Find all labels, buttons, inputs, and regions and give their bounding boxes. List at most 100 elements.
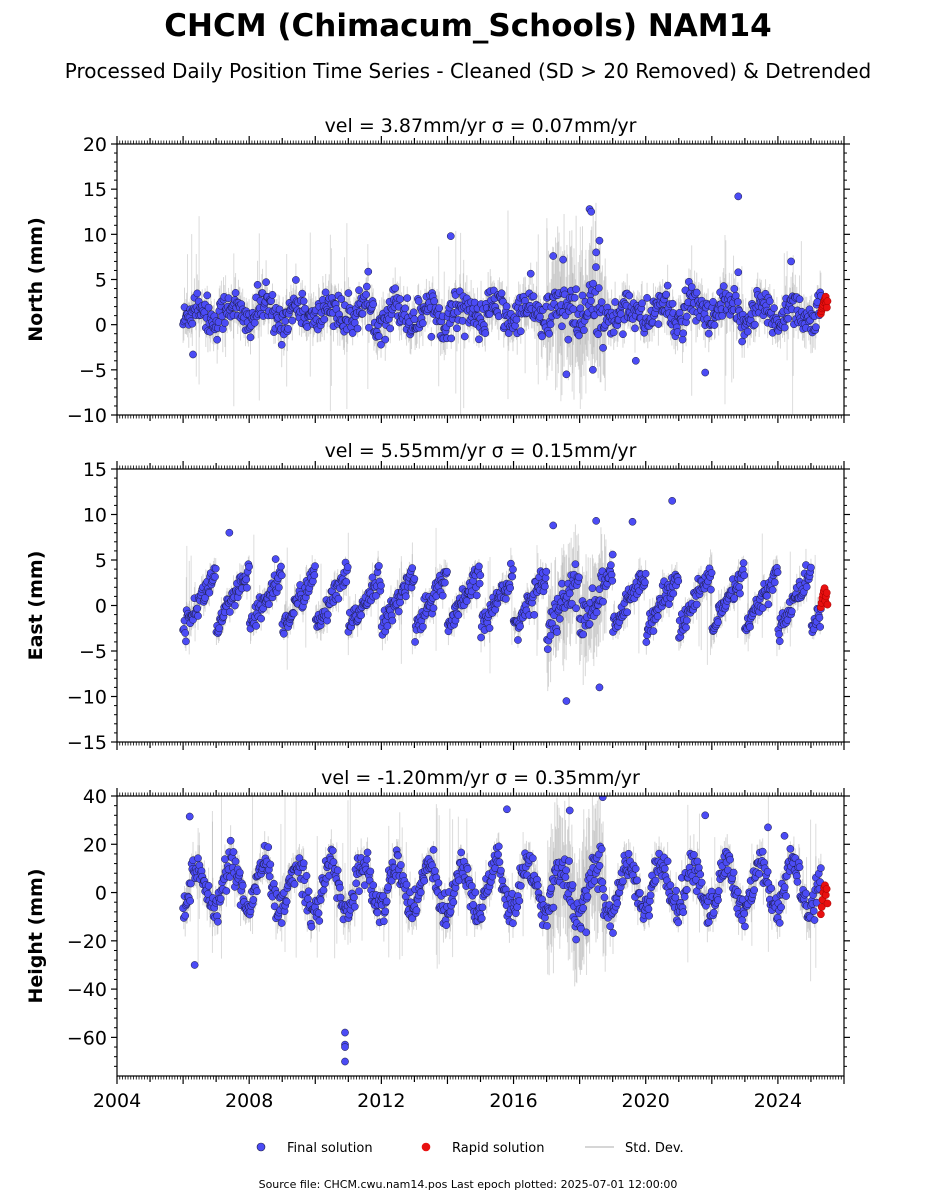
final-solution-point [623,608,632,617]
final-solution-point [193,604,202,613]
final-solution-point [265,600,273,609]
rapid-solution-point [822,588,831,597]
final-solution-point [812,323,820,332]
final-solution-outlier [734,192,743,201]
figure-subtitle: Processed Daily Position Time Series - C… [65,59,871,83]
final-solution-point [388,616,397,625]
panel-title-north: vel = 3.87mm/yr σ = 0.07mm/yr [325,115,637,137]
final-solution-point [714,618,722,627]
final-solution-point [430,297,439,305]
final-solution-point [545,329,554,338]
final-solution-point [526,269,535,278]
final-solution-point [780,323,789,332]
final-solution-point [638,299,646,308]
final-solution-point [369,300,378,309]
final-solution-point [768,586,777,594]
final-solution-point [587,296,595,305]
final-solution-point [193,289,202,298]
final-solution-point [364,267,373,276]
final-solution-point [599,343,607,352]
final-solution-point [710,321,719,329]
final-solution-point [730,594,739,602]
final-solution-outlier [628,517,637,526]
final-solution-point [485,624,494,632]
final-solution-point [609,328,618,337]
final-solution-outlier [271,555,280,563]
final-solution-point [529,292,538,301]
final-solution-point [438,591,447,600]
final-solution-outlier [587,207,596,216]
final-solution-point [616,310,625,318]
final-solution-point [599,597,607,606]
final-solution-point [348,329,357,337]
y-axis-label-east: East (mm) [25,551,47,661]
final-solution-point [555,615,564,623]
final-solution-point [288,316,297,325]
final-solution-point [419,319,427,328]
y-tick-label: 15 [83,459,107,481]
final-solution-outlier [701,368,710,377]
final-solution-point [203,291,212,300]
panels: −10 −5 0 5 10 15 20 vel = 3.87mm/yr σ = 0.07mm/… [25,115,850,1112]
final-solution-point [429,604,438,612]
final-solution-point [257,614,265,623]
final-solution-point [592,608,601,617]
final-solution-point [784,314,793,323]
final-solution-point [546,631,555,640]
final-solution-outlier [595,683,604,692]
final-solution-point [408,564,417,572]
final-solution-point [592,263,600,271]
final-solution-point [375,562,383,570]
final-solution-point [682,312,691,321]
final-solution-point [268,291,277,299]
figure-title: CHCM (Chimacum_Schools) NAM14 [164,8,772,44]
final-solution-point [231,289,240,297]
final-solution-point [765,297,774,306]
final-solution-point [692,288,701,297]
final-solution-point [298,289,307,298]
final-solution-point [494,312,503,321]
final-solution-outlier [592,248,601,257]
y-tick-label: 15 [83,179,107,201]
final-solution-outlier [595,236,604,245]
final-solution-point [815,613,824,622]
final-solution-point [649,627,658,635]
final-solution-outlier [189,350,197,359]
final-solution-point [284,324,292,333]
final-solution-point [353,324,362,333]
final-solution-point [775,637,784,646]
final-solution-point [516,327,525,336]
final-solution-point [182,637,190,646]
final-solution-point [372,591,380,600]
final-solution-point [362,282,371,291]
y-tick-label: 0 [95,315,107,337]
final-solution-point [386,324,395,333]
final-solution-outlier [225,528,234,537]
final-solution-point [787,607,796,616]
final-solution-point [252,622,261,630]
final-solution-point [730,285,739,293]
final-solution-point [579,630,588,639]
final-solution-point [572,604,580,613]
final-solution-point [564,335,573,344]
final-solution-point [608,576,617,585]
final-solution-point [643,294,651,302]
final-solution-outlier [734,268,743,277]
final-solution-point [215,624,224,633]
final-solution-point [453,324,461,333]
final-solution-point [509,565,517,574]
final-solution-point [585,620,594,628]
final-solution-point [342,578,351,586]
final-solution-point [663,281,672,290]
final-solution-point [194,612,202,620]
y-axis-east: −15 −10 −5 0 5 10 15 [67,459,850,754]
final-solution-point [211,564,220,573]
panel-north: −10 −5 0 5 10 15 20 vel = 3.87mm/yr σ = 0.07mm/… [25,115,850,427]
final-solution-point [570,293,579,302]
final-solution-point [475,579,484,588]
final-solution-point [795,295,804,304]
final-solution-point [337,295,346,303]
final-solution-point [775,630,783,639]
final-solution-points-north [179,192,825,379]
